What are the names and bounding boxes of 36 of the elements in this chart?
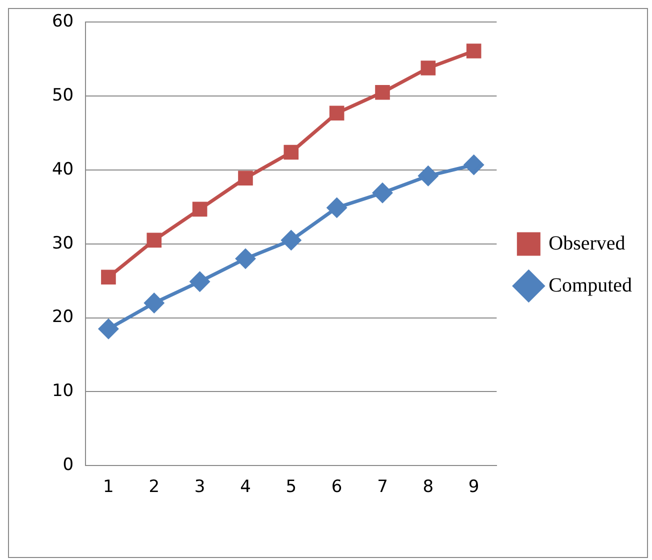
point: [284, 144, 299, 160]
point: [329, 106, 344, 121]
point: [372, 183, 392, 203]
point: [98, 319, 118, 339]
point: [236, 248, 256, 268]
point: [190, 272, 210, 292]
point: [420, 60, 436, 76]
x-tick-label: 5: [286, 477, 297, 498]
y-tick-label: 0: [62, 455, 74, 476]
x-tick-label: 2: [148, 477, 160, 498]
y-tick-label: 50: [52, 86, 74, 106]
point: [466, 44, 482, 58]
x-tick-label: 3: [194, 477, 206, 498]
point: [375, 85, 390, 100]
x-tick-label: 1: [103, 477, 114, 498]
y-tick-label: 20: [52, 307, 74, 328]
point: [238, 170, 253, 186]
y-tick-label: 30: [52, 233, 74, 254]
x-tick-label: 7: [377, 477, 388, 498]
point: [101, 270, 116, 285]
x-tick-label: 4: [240, 477, 251, 498]
legend-label: Computed: [548, 274, 632, 296]
point: [192, 202, 208, 217]
point: [464, 155, 484, 175]
legend-label: Observed: [548, 232, 626, 254]
point: [146, 232, 162, 248]
y-tick-label: 10: [52, 381, 74, 402]
y-tick-label: 40: [52, 159, 74, 180]
x-tick-label: 9: [468, 477, 480, 498]
point: [281, 230, 301, 250]
x-tick-label: 6: [331, 477, 342, 498]
point: [144, 293, 164, 313]
y-tick-label: 60: [52, 12, 74, 32]
point: [327, 198, 347, 218]
point: [418, 166, 438, 186]
x-tick-label: 8: [422, 477, 434, 498]
